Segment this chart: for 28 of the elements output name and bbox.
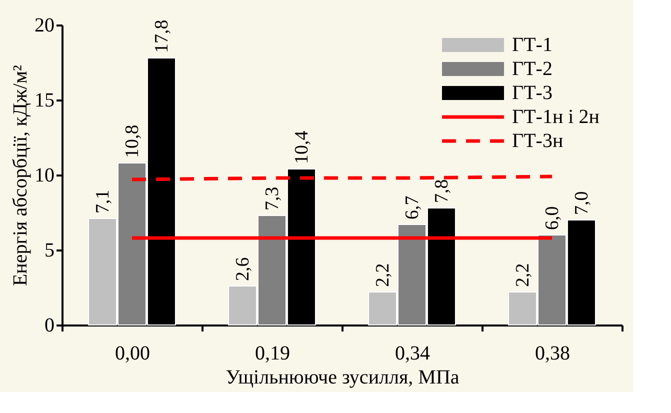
data-label: 17,8 — [151, 20, 172, 53]
y-tick-label: 0 — [44, 314, 54, 336]
legend-label: ГТ-3 — [512, 82, 552, 104]
data-label: 2,2 — [372, 263, 394, 287]
x-axis-title: Ущільнююче зусилля, МПа — [226, 366, 460, 388]
y-tick-label: 15 — [34, 90, 54, 112]
data-label: 7,3 — [262, 186, 283, 210]
legend-label: ГТ-3н — [512, 130, 564, 152]
legend-label: ГТ-2 — [512, 58, 552, 80]
data-label: 10,8 — [122, 124, 143, 158]
data-label: 6,7 — [402, 196, 423, 220]
x-tick-label: 0,34 — [395, 342, 430, 364]
y-axis-title: Енергія абсорбції, кДж/м² — [10, 64, 32, 286]
data-label: 7,8 — [431, 179, 452, 203]
x-tick-label: 0,19 — [255, 342, 290, 364]
legend-label: ГТ-1 — [512, 34, 552, 56]
y-tick-label: 20 — [34, 14, 54, 36]
y-tick-label: 10 — [34, 164, 54, 186]
x-tick-label: 0,00 — [115, 342, 150, 364]
data-label: 2,6 — [232, 257, 254, 281]
data-label: 6,0 — [542, 206, 563, 230]
data-label: 7,0 — [571, 191, 592, 215]
data-label: 7,1 — [92, 190, 114, 214]
data-label: 10,4 — [291, 130, 312, 164]
x-tick-label: 0,38 — [535, 342, 570, 364]
data-label: 2,2 — [512, 263, 534, 287]
y-tick-label: 5 — [44, 240, 54, 262]
legend-label: ГТ-1н і 2н — [512, 106, 600, 128]
